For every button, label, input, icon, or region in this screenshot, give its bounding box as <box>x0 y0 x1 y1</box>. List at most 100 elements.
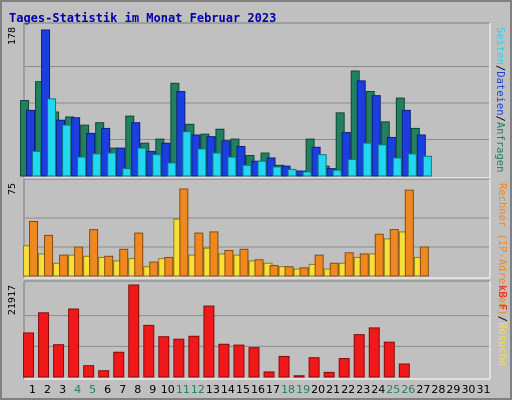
bar-dateien-day-15 <box>236 145 246 177</box>
bar-seiten-day-4 <box>77 156 87 177</box>
bar-rechner-day-24 <box>374 233 384 277</box>
bar-kb-f-day-17 <box>263 371 275 378</box>
bar-seiten-day-12 <box>197 148 207 177</box>
x-tick-label-day-31: 31 <box>476 383 490 396</box>
bar-rechner-day-14 <box>224 249 234 277</box>
bar-seiten-day-3 <box>62 124 72 177</box>
bar-kb-f-day-10 <box>158 336 170 378</box>
x-tick-label-day-21: 21 <box>326 383 340 396</box>
bar-rechner-day-7 <box>119 248 129 277</box>
right-axis-label: kB F <box>496 285 508 310</box>
bar-seiten-day-22 <box>347 159 357 177</box>
right-axis-label-part: Seiten <box>494 27 506 65</box>
bar-rechner-day-10 <box>164 256 174 277</box>
bar-kb-f-day-16 <box>248 347 260 378</box>
right-axis-label: Seiten/Dateien/Anfragen <box>494 27 506 172</box>
bar-kb-f-day-7 <box>113 351 125 378</box>
bar-rechner-day-2 <box>44 234 54 277</box>
bar-seiten-day-10 <box>167 162 177 177</box>
x-tick-label-day-11: 11 <box>176 383 190 396</box>
x-tick-label-day-28: 28 <box>431 383 445 396</box>
bar-dateien-day-23 <box>356 80 366 177</box>
y-max-label: 21917 <box>7 285 18 315</box>
panel-top: 178 Seiten/Dateien/Anfragen <box>7 22 506 179</box>
right-axis-label-part: Dateien <box>494 71 506 115</box>
bar-kb-f-day-25 <box>383 341 395 378</box>
x-tick-label-day-22: 22 <box>341 383 355 396</box>
bar-seiten-day-13 <box>212 152 222 177</box>
x-tick-label-day-30: 30 <box>461 383 475 396</box>
bar-seiten-day-26 <box>407 153 417 177</box>
right-axis-label-part: kB F <box>496 285 508 310</box>
x-tick-label-day-1: 1 <box>29 383 36 396</box>
bar-kb-f-day-26 <box>398 363 410 378</box>
right-axis-label-part: Rechner (IP-Adressen) <box>496 183 508 316</box>
right-axis-label-part: / <box>496 316 508 322</box>
x-tick-label-day-14: 14 <box>221 383 235 396</box>
chart-title: Tages-Statistik im Monat Februar 2023 <box>9 11 277 25</box>
bar-kb-f-day-8 <box>128 284 140 378</box>
x-tick-label-day-26: 26 <box>401 383 415 396</box>
bar-dateien-day-25 <box>386 136 396 177</box>
bar-seiten-day-16 <box>257 160 267 177</box>
bar-kb-f-day-1 <box>23 332 35 378</box>
bar-dateien-day-26 <box>401 109 411 177</box>
x-tick-label-day-24: 24 <box>371 383 385 396</box>
bar-rechner-day-21 <box>329 262 339 277</box>
bar-rechner-day-11 <box>179 188 189 277</box>
bar-rechner-day-1 <box>29 220 39 277</box>
bar-seiten-day-6 <box>107 152 117 177</box>
x-tick-label-day-3: 3 <box>59 383 66 396</box>
bar-seiten-day-2 <box>47 98 57 177</box>
bar-rechner-day-15 <box>239 248 249 277</box>
bar-seiten-day-9 <box>152 154 162 177</box>
x-tick-label-day-15: 15 <box>236 383 250 396</box>
bar-dateien-day-1 <box>26 109 36 177</box>
bar-kb-f-day-13 <box>203 305 215 378</box>
bar-rechner-day-3 <box>59 254 69 277</box>
right-axis-label-part: / <box>494 116 506 122</box>
bar-seiten-day-21 <box>332 169 342 177</box>
x-tick-label-day-8: 8 <box>134 383 141 396</box>
bar-kb-f-day-4 <box>68 308 80 378</box>
bar-rechner-day-6 <box>104 255 114 277</box>
right-axis-label-part: Besuche <box>496 322 508 366</box>
x-tick-label-day-29: 29 <box>446 383 460 396</box>
bar-kb-f-day-20 <box>308 357 320 378</box>
bar-kb-f-day-23 <box>353 334 365 378</box>
bar-seiten-day-7 <box>122 168 132 177</box>
x-tick-label-day-13: 13 <box>206 383 220 396</box>
bar-seiten-day-23 <box>362 142 372 177</box>
bar-kb-f-day-12 <box>188 335 200 378</box>
bar-seiten-day-18 <box>287 168 297 177</box>
bar-kb-f-day-3 <box>53 344 65 378</box>
bar-seiten-day-20 <box>317 154 327 177</box>
right-axis-label-part: Anfragen <box>494 122 506 173</box>
bar-dateien-day-4 <box>71 117 81 177</box>
x-tick-label-day-12: 12 <box>191 383 205 396</box>
bar-kb-f-day-14 <box>218 343 230 378</box>
panel-bottom: 21917 kB F <box>7 280 508 380</box>
x-tick-label-day-25: 25 <box>386 383 400 396</box>
y-max-label: 178 <box>7 27 18 45</box>
panel-middle: 75 Rechner (IP-Adressen)/Besuche <box>7 178 508 366</box>
bar-kb-f-day-6 <box>98 370 110 378</box>
bar-rechner-day-16 <box>254 259 264 277</box>
bar-dateien-day-6 <box>101 127 111 177</box>
x-tick-label-day-19: 19 <box>296 383 310 396</box>
x-tick-label-day-16: 16 <box>251 383 265 396</box>
x-tick-label-day-27: 27 <box>416 383 430 396</box>
bar-rechner-day-12 <box>194 232 204 277</box>
x-tick-label-day-23: 23 <box>356 383 370 396</box>
bar-dateien-day-10 <box>161 142 171 177</box>
x-tick-label-day-17: 17 <box>266 383 280 396</box>
bar-kb-f-day-9 <box>143 324 155 378</box>
bar-seiten-day-24 <box>377 144 387 177</box>
bar-dateien-day-22 <box>341 132 351 177</box>
bar-kb-f-day-11 <box>173 338 185 378</box>
bar-rechner-day-27 <box>419 246 429 277</box>
bar-rechner-day-23 <box>359 253 369 277</box>
bar-dateien-day-24 <box>371 95 381 177</box>
